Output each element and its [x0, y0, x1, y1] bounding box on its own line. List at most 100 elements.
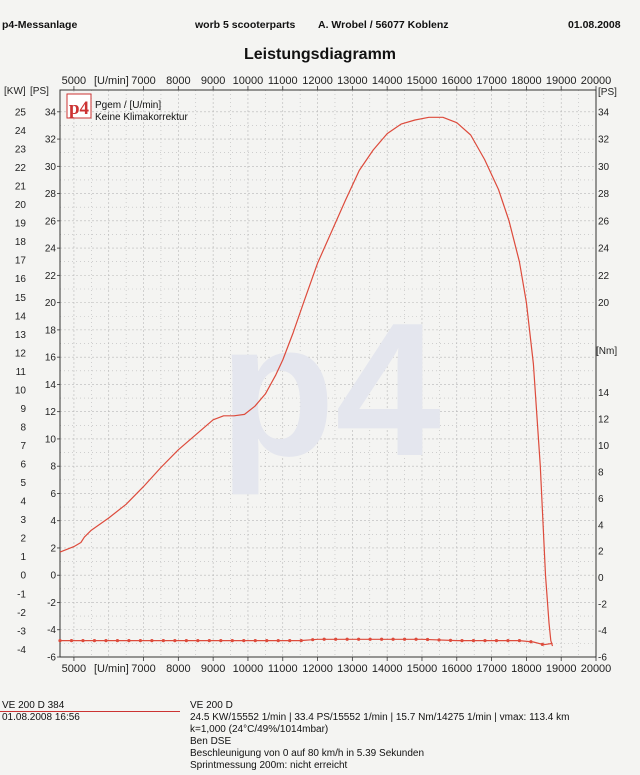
nm-tick-label: 0 [598, 573, 604, 584]
kw-tick-label: 4 [20, 497, 26, 508]
loss-curve-point [138, 639, 142, 643]
loss-curve-point [334, 637, 338, 641]
loss-curve-point [92, 639, 97, 643]
loss-curve-point [368, 637, 372, 641]
loss-curve-point [425, 637, 430, 642]
ps-tick-label: 34 [45, 107, 57, 118]
loss-curve-point [471, 639, 476, 643]
loss-curve [60, 638, 553, 646]
ps-tick-label: 0 [50, 571, 56, 582]
ps-tick-label: 6 [50, 489, 56, 500]
nm-tick-label: 2 [598, 547, 604, 558]
loss-curve-point [391, 637, 395, 641]
x-tick-label-top: 14000 [372, 75, 403, 87]
kw-tick-label: 10 [15, 385, 27, 396]
loss-curve-point [288, 639, 292, 643]
ps-tick-label: 18 [45, 325, 57, 336]
right-ps-tick-label: 28 [598, 189, 610, 200]
ps-tick-label: -2 [47, 598, 56, 609]
kw-tick-label: 3 [20, 515, 26, 526]
x-tick-label-top: 7000 [131, 75, 155, 87]
right-ps-tick-label: 26 [598, 216, 610, 227]
loss-curve-point [437, 638, 441, 642]
loss-curve-point [540, 642, 545, 646]
x-tick-label-bottom: 9000 [201, 663, 225, 675]
ps-tick-label: 22 [45, 271, 57, 282]
kw-tick-label: 5 [20, 478, 26, 489]
loss-curve-point [414, 637, 418, 641]
kw-tick-label: 14 [15, 311, 27, 322]
kw-tick-label: 9 [20, 404, 26, 415]
ps-tick-label: 26 [45, 216, 57, 227]
legend-entry-2: Keine Klimakorrektur [95, 112, 188, 123]
ps-tick-label: 8 [50, 462, 56, 473]
right-ps-unit-label: [PS] [598, 87, 617, 98]
nm-tick-label: 10 [598, 441, 610, 452]
nm-tick-label: -2 [598, 600, 607, 611]
x-tick-label-bottom: 18000 [511, 663, 542, 675]
nm-tick-label: 4 [598, 520, 604, 531]
loss-curve-point [299, 638, 303, 643]
ps-tick-label: 30 [45, 162, 57, 173]
loss-curve-point [58, 639, 62, 643]
footer-right-3: k=1,000 (24°C/49%/1014mbar) [190, 724, 329, 735]
x-tick-label-top: 20000 [581, 75, 612, 87]
loss-curve-point [276, 639, 280, 643]
loss-curve-point [242, 639, 246, 643]
x-tick-label-bottom: 12000 [302, 663, 333, 675]
nm-tick-label: -6 [598, 653, 607, 664]
loss-curve-point [517, 639, 522, 643]
loss-curve-point [81, 639, 85, 643]
loss-curve-point [357, 637, 361, 641]
ps-tick-label: 14 [45, 380, 57, 391]
x-unit-label-top: [U/min] [94, 75, 129, 87]
footer-right-4: Ben DSE [190, 736, 232, 747]
footer-right-5: Beschleunigung von 0 auf 80 km/h in 5.39… [190, 748, 425, 759]
right-ps-tick-label: 32 [598, 135, 610, 146]
kw-tick-label: 11 [16, 367, 27, 378]
ps-tick-label: 20 [45, 298, 57, 309]
kw-tick-label: 20 [15, 200, 27, 211]
power-curve [59, 116, 554, 647]
loss-curve-point [322, 637, 326, 641]
footer-right-6: Sprintmessung 200m: nicht erreicht [190, 760, 348, 771]
x-tick-label-bottom: 10000 [233, 663, 264, 675]
ps-tick-label: -4 [47, 625, 56, 636]
loss-curve-point [380, 637, 384, 641]
plot-frame [59, 89, 597, 658]
loss-curve-point [207, 639, 211, 643]
x-tick-label-bottom: 16000 [441, 663, 472, 675]
ps-unit-label: [PS] [30, 86, 49, 97]
loss-curve-point [265, 639, 269, 643]
loss-curve-point [311, 638, 315, 642]
footer-left-1: VE 200 D 384 [2, 700, 65, 711]
x-tick-label-top: 10000 [233, 75, 264, 87]
chart-legend: p4 Pgem / [U/min] Keine Klimakorrektur [66, 93, 188, 123]
ps-tick-label: 16 [45, 353, 57, 364]
loss-curve-point [529, 640, 533, 644]
footer-right-1: VE 200 D [190, 700, 233, 711]
kw-tick-label: -2 [17, 608, 26, 619]
kw-tick-label: -3 [17, 626, 26, 637]
x-tick-label-bottom: 8000 [166, 663, 190, 675]
kw-tick-label: 6 [20, 460, 26, 471]
kw-unit-label: [KW] [4, 86, 26, 97]
x-tick-label-top: 8000 [166, 75, 190, 87]
nm-tick-label: 12 [598, 415, 610, 426]
loss-curve-point [253, 639, 257, 643]
right-ps-tick-label: 30 [598, 162, 610, 173]
page-title: Leistungsdiagramm [243, 46, 397, 63]
loss-curve-point [460, 639, 464, 643]
nm-tick-label: -4 [598, 626, 607, 637]
loss-curve-point [448, 638, 453, 642]
x-tick-label-bottom: 5000 [62, 663, 86, 675]
loss-curve-point [184, 639, 188, 643]
ps-tick-label: 10 [45, 434, 57, 445]
right-ps-tick-label: 22 [598, 271, 610, 282]
x-tick-label-top: 17000 [476, 75, 507, 87]
loss-curve-point [127, 639, 131, 643]
right-ps-tick-label: 20 [598, 298, 610, 309]
kw-tick-label: 21 [15, 182, 27, 193]
nm-unit-label: [Nm] [596, 346, 617, 357]
kw-tick-label: -1 [17, 589, 26, 600]
